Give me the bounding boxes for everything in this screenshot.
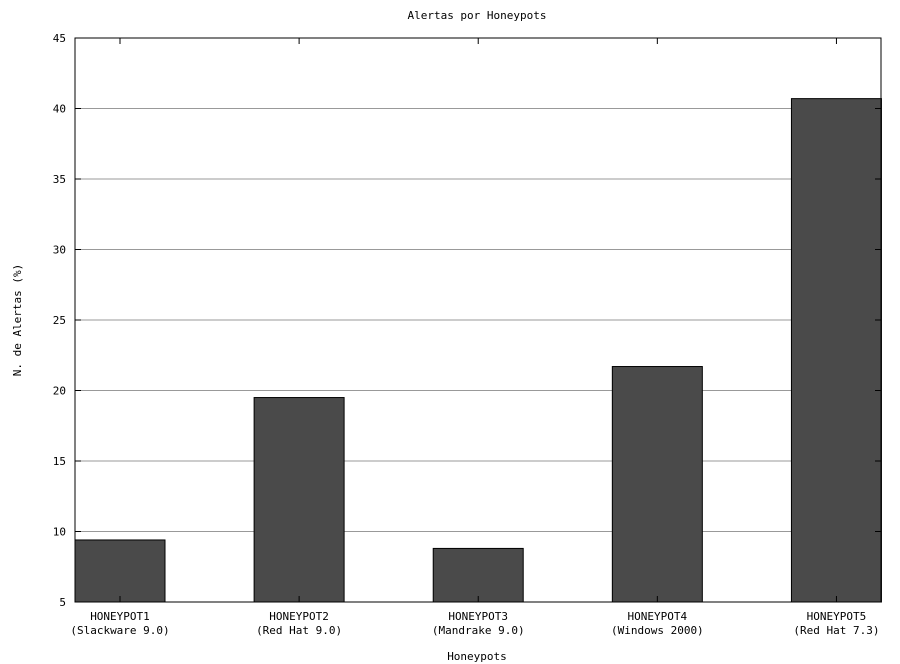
x-tick-label: HONEYPOT3 xyxy=(448,610,508,623)
y-tick-label: 45 xyxy=(53,32,66,45)
x-tick-sublabel: (Windows 2000) xyxy=(611,624,704,637)
x-tick-sublabel: (Red Hat 9.0) xyxy=(256,624,342,637)
chart-title: Alertas por Honeypots xyxy=(407,9,546,22)
y-tick-label: 5 xyxy=(59,596,66,609)
bar xyxy=(790,98,882,603)
y-tick-label: 40 xyxy=(53,103,66,116)
y-tick-label: 25 xyxy=(53,314,66,327)
bar xyxy=(74,539,166,603)
x-tick-label: HONEYPOT1 xyxy=(90,610,150,623)
y-axis-title: N. de Alertas (%) xyxy=(11,264,24,377)
gridlines xyxy=(75,108,881,532)
bar xyxy=(611,366,703,603)
y-tick-label: 30 xyxy=(53,244,66,257)
x-tick-label: HONEYPOT2 xyxy=(269,610,329,623)
x-tick-label: HONEYPOT4 xyxy=(628,610,688,623)
y-tick-label: 15 xyxy=(53,455,66,468)
axis-ticks xyxy=(75,37,881,603)
bar xyxy=(253,397,345,603)
y-tick-label: 20 xyxy=(53,385,66,398)
x-tick-sublabel: (Red Hat 7.3) xyxy=(793,624,879,637)
y-tick-label: 10 xyxy=(53,526,66,539)
x-tick-sublabel: (Slackware 9.0) xyxy=(70,624,169,637)
x-tick-label: HONEYPOT5 xyxy=(807,610,867,623)
y-tick-label: 35 xyxy=(53,173,66,186)
tick-labels: 5 10 15 20 25 30 35 40 45 HONEYPOT1(Slackware 9.0… xyxy=(53,32,880,637)
x-axis-title: Honeypots xyxy=(447,650,507,663)
bar xyxy=(432,547,524,603)
x-tick-sublabel: (Mandrake 9.0) xyxy=(432,624,525,637)
